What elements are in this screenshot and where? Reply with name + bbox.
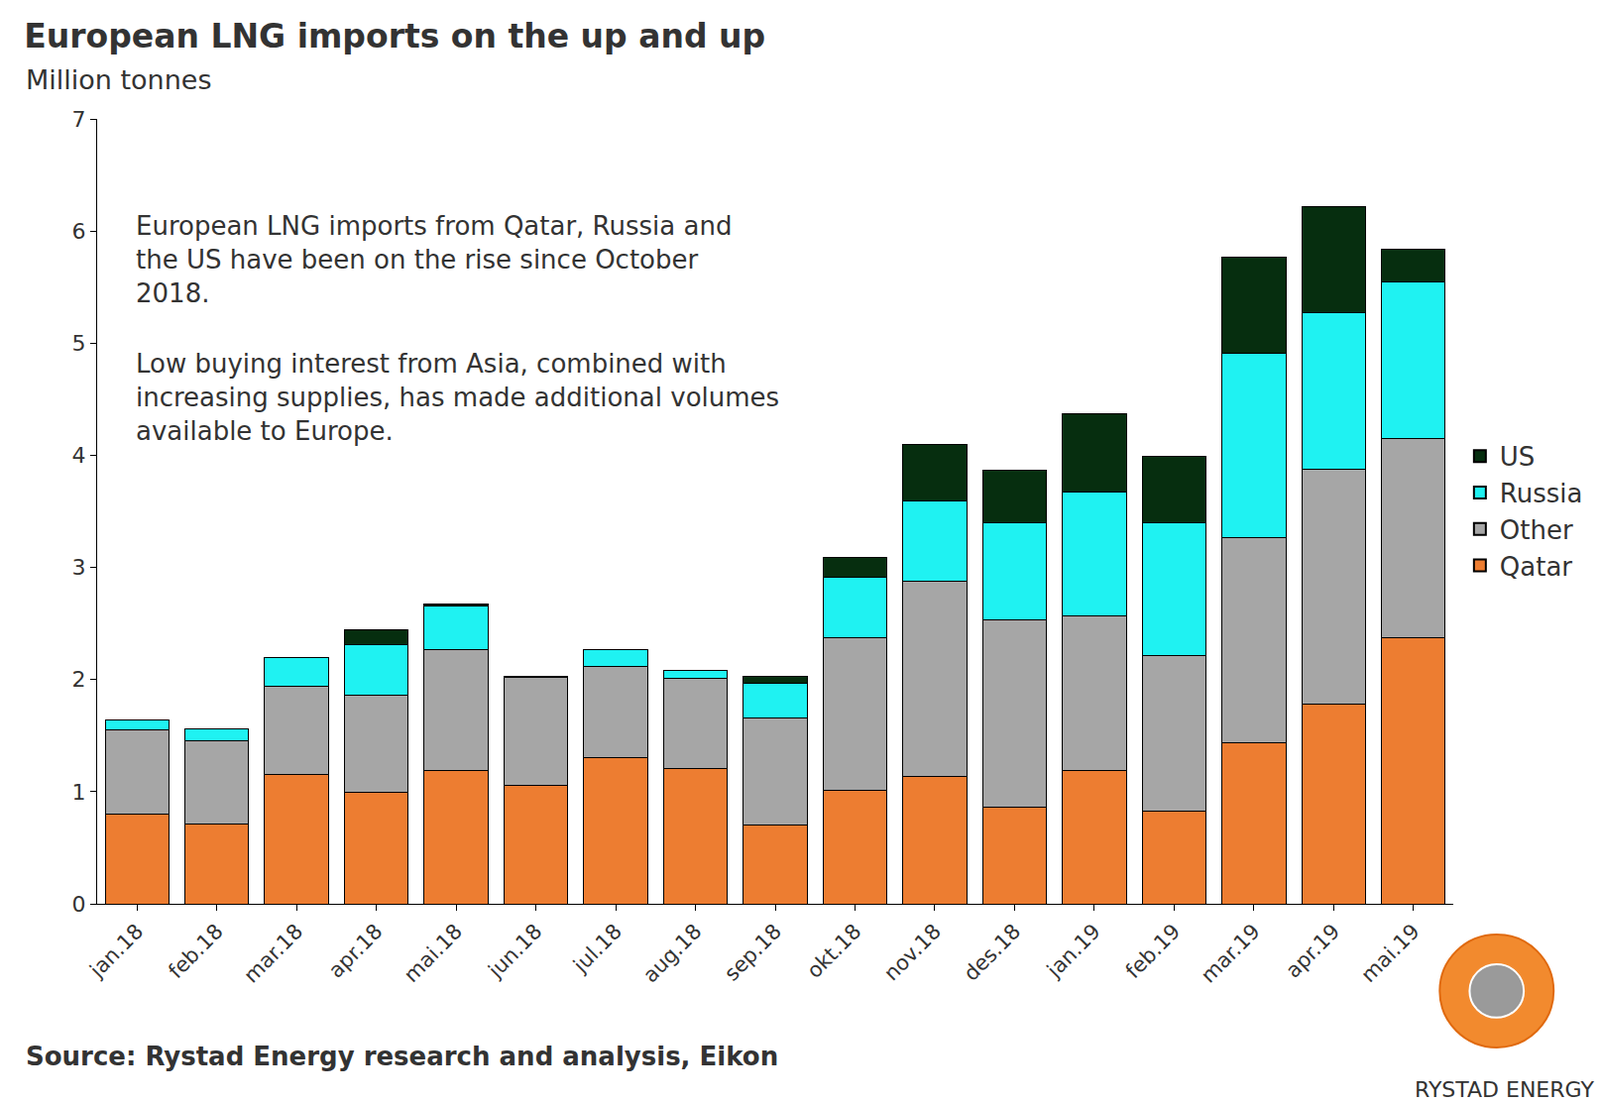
svg-text:Russia: Russia bbox=[1499, 478, 1584, 509]
svg-text:des.18: des.18 bbox=[958, 919, 1026, 987]
svg-text:sep.18: sep.18 bbox=[719, 919, 787, 987]
svg-text:Qatar: Qatar bbox=[1499, 552, 1574, 582]
svg-text:RYSTAD ENERGY: RYSTAD ENERGY bbox=[1414, 1077, 1595, 1102]
svg-text:feb.18: feb.18 bbox=[163, 919, 228, 984]
svg-text:0: 0 bbox=[72, 892, 87, 917]
svg-text:US: US bbox=[1499, 442, 1536, 472]
svg-text:okt.18: okt.18 bbox=[801, 919, 866, 984]
svg-text:2: 2 bbox=[72, 667, 87, 692]
svg-text:Source: Rystad Energy research: Source: Rystad Energy research and analy… bbox=[25, 1041, 779, 1072]
svg-text:5: 5 bbox=[72, 331, 87, 356]
svg-text:jun.18: jun.18 bbox=[482, 919, 547, 984]
svg-text:Other: Other bbox=[1499, 515, 1574, 546]
svg-text:1: 1 bbox=[72, 780, 87, 805]
svg-text:Million tonnes: Million tonnes bbox=[25, 64, 213, 96]
svg-text:jan.19: jan.19 bbox=[1041, 919, 1106, 984]
svg-text:mai.19: mai.19 bbox=[1356, 919, 1424, 988]
svg-text:6: 6 bbox=[72, 219, 87, 244]
svg-text:feb.19: feb.19 bbox=[1121, 919, 1185, 984]
svg-text:aug.18: aug.18 bbox=[638, 919, 707, 989]
svg-text:mai.18: mai.18 bbox=[399, 919, 467, 988]
svg-text:jul.18: jul.18 bbox=[568, 919, 627, 979]
svg-text:3: 3 bbox=[72, 555, 87, 580]
svg-text:jan.18: jan.18 bbox=[84, 919, 148, 984]
svg-text:apr.18: apr.18 bbox=[324, 919, 388, 984]
svg-text:mar.19: mar.19 bbox=[1196, 919, 1265, 989]
svg-text:European LNG imports from Qata: European LNG imports from Qatar, Russia … bbox=[135, 211, 732, 309]
svg-text:nov.18: nov.18 bbox=[879, 919, 946, 987]
svg-text:7: 7 bbox=[72, 107, 87, 132]
svg-text:4: 4 bbox=[72, 443, 87, 468]
svg-text:mar.18: mar.18 bbox=[238, 919, 308, 989]
svg-text:Low buying interest from Asia,: Low buying interest from Asia, combined … bbox=[135, 348, 780, 447]
svg-text:European LNG imports on the up: European LNG imports on the up and up bbox=[23, 16, 766, 56]
svg-text:apr.19: apr.19 bbox=[1280, 919, 1345, 984]
